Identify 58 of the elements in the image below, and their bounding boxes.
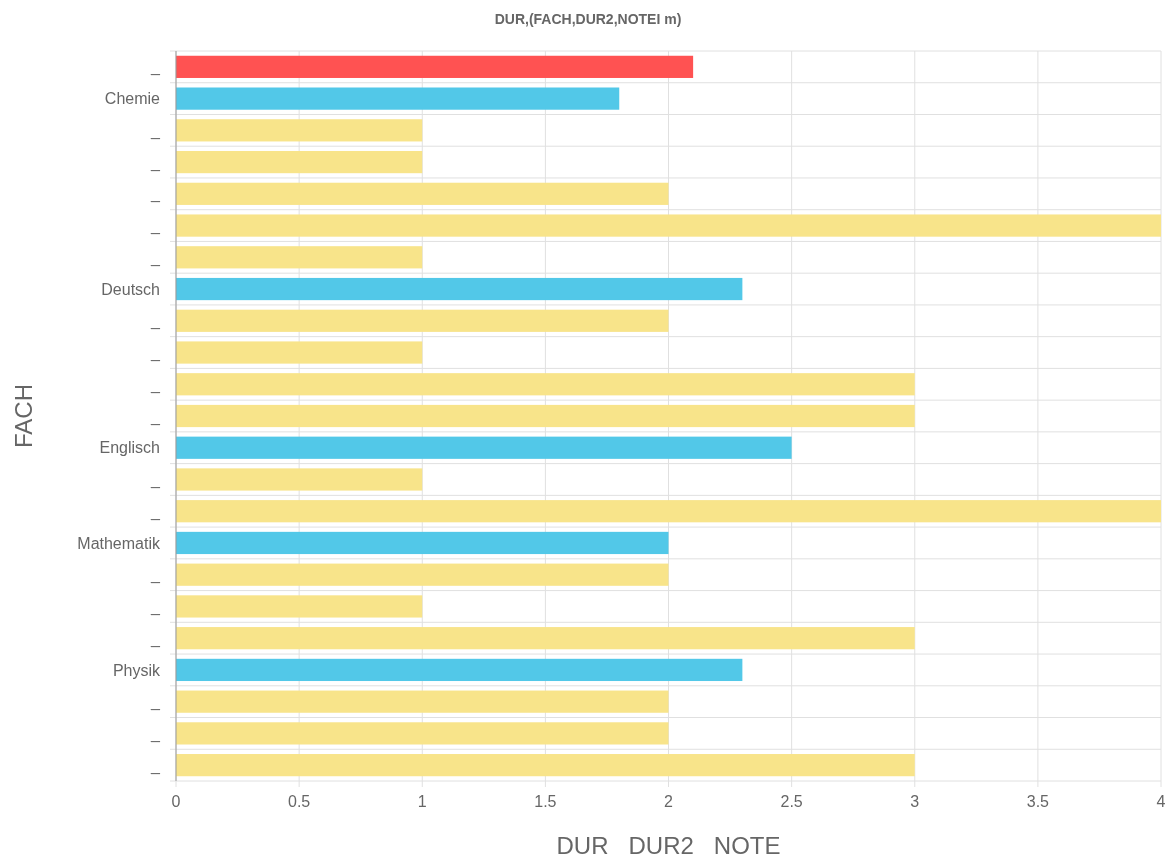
y-tick-label: _ <box>150 312 162 331</box>
y-tick-label: _ <box>150 58 162 77</box>
y-tick-label: _ <box>150 217 162 236</box>
bar <box>176 754 915 777</box>
bar <box>176 436 792 459</box>
bar <box>176 55 694 78</box>
y-tick-label: _ <box>150 756 162 775</box>
y-tick-label: _ <box>150 153 162 172</box>
y-tick-label: Englisch <box>99 439 160 457</box>
bar <box>176 468 423 491</box>
y-axis-title: FACH <box>10 383 37 449</box>
y-tick-label: _ <box>150 598 162 617</box>
y-tick-label: _ <box>150 407 162 426</box>
bar <box>176 722 669 745</box>
bar <box>176 500 1161 523</box>
bar <box>176 690 669 713</box>
x-tick-label: 1.5 <box>534 793 557 810</box>
bar <box>176 563 669 586</box>
x-tick-label: 2 <box>664 793 674 810</box>
bar <box>176 309 669 332</box>
bar <box>176 627 915 650</box>
bar <box>176 119 423 142</box>
chart-title: DUR,(FACH,DUR2,NOTEI m) <box>494 11 682 27</box>
bar <box>176 404 915 428</box>
y-tick-label: _ <box>150 471 162 490</box>
y-tick-label: Chemie <box>104 90 161 108</box>
x-tick-label: 0.5 <box>288 793 311 810</box>
bar <box>176 373 915 396</box>
x-tick-label: 4 <box>1156 793 1166 810</box>
bar <box>176 87 620 110</box>
bar <box>176 595 423 618</box>
y-tick-label: _ <box>150 121 162 140</box>
bar <box>176 531 669 555</box>
y-tick-label: _ <box>150 375 162 394</box>
bar <box>176 214 1161 237</box>
y-tick-label: Physik <box>112 661 161 679</box>
x-tick-label: 0 <box>171 793 181 810</box>
bar <box>176 658 743 682</box>
y-tick-label: Mathematik <box>77 534 161 552</box>
y-tick-label: _ <box>150 248 162 267</box>
y-tick-label: _ <box>150 344 162 363</box>
y-tick-label: _ <box>150 185 162 204</box>
bar <box>176 246 423 269</box>
x-axis-title: DUR DUR2 NOTE <box>556 832 781 859</box>
x-tick-label: 3 <box>910 793 920 810</box>
y-tick-label: _ <box>150 502 162 521</box>
y-tick-label: _ <box>150 566 162 585</box>
bar <box>176 182 669 205</box>
x-tick-label: 1 <box>417 793 427 810</box>
y-tick-label: Deutsch <box>101 280 160 298</box>
y-tick-label: _ <box>150 724 162 743</box>
y-tick-label: _ <box>150 629 162 648</box>
bar <box>176 341 423 364</box>
y-tick-label: _ <box>150 693 162 712</box>
bar <box>176 150 423 174</box>
x-tick-label: 2.5 <box>780 793 803 810</box>
bar <box>176 277 743 301</box>
x-tick-label: 3.5 <box>1026 793 1050 810</box>
